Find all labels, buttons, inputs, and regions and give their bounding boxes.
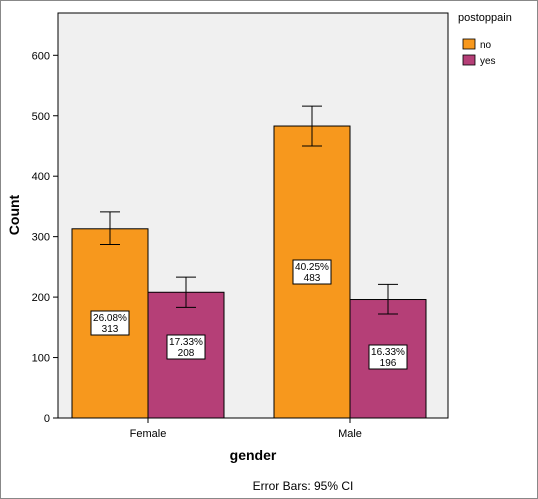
data-label-box xyxy=(292,259,332,285)
data-label-count: 313 xyxy=(102,324,119,335)
data-label-percent: 40.25% xyxy=(295,262,329,273)
data-label-box xyxy=(368,344,408,370)
data-label-percent: 16.33% xyxy=(371,347,405,358)
y-tick-label: 0 xyxy=(44,413,50,425)
legend-label-no: no xyxy=(480,40,492,51)
y-tick-label: 500 xyxy=(32,111,50,123)
data-label-box xyxy=(90,310,130,336)
data-label-box xyxy=(166,334,206,360)
legend-swatch-no xyxy=(462,38,476,50)
error-bars xyxy=(100,105,398,315)
data-label-count: 196 xyxy=(380,358,397,369)
data-label-count: 483 xyxy=(304,273,321,284)
data-label-percent: 26.08% xyxy=(93,313,127,324)
x-axis-title: gender xyxy=(230,447,277,463)
y-tick-label: 600 xyxy=(32,50,50,62)
legend-label-yes: yes xyxy=(480,56,496,67)
x-tick-label: Male xyxy=(338,428,362,440)
error-bars-note: Error Bars: 95% CI xyxy=(253,479,354,493)
data-labels: 26.08%313 17.33%208 40.25%483 16.33%196 xyxy=(90,259,408,370)
y-axis: 0 100 200 300 400 500 600 xyxy=(32,50,58,425)
x-axis: Female Male xyxy=(130,418,362,440)
x-tick-label: Female xyxy=(130,428,167,440)
legend: postoppain no yes xyxy=(458,12,512,67)
data-label-percent: 17.33% xyxy=(169,337,203,348)
y-axis-title: Count xyxy=(6,194,22,235)
legend-title: postoppain xyxy=(458,12,512,24)
y-tick-label: 200 xyxy=(32,292,50,304)
legend-swatch-yes xyxy=(462,54,476,66)
data-label-count: 208 xyxy=(178,348,195,359)
y-tick-label: 400 xyxy=(32,171,50,183)
y-tick-label: 100 xyxy=(32,353,50,365)
y-tick-label: 300 xyxy=(32,232,50,244)
